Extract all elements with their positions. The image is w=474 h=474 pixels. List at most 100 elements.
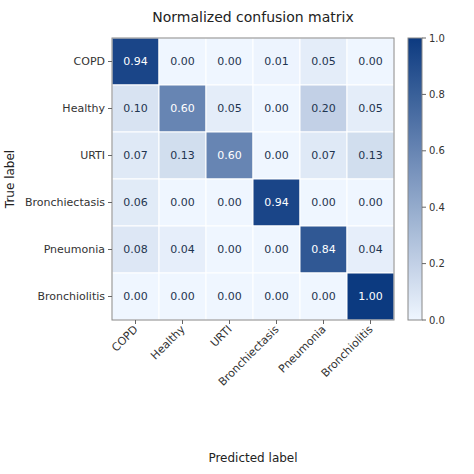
x-tick-label: URTI xyxy=(208,323,235,350)
cell-label: 0.00 xyxy=(123,290,148,303)
colorbar: 0.0 0.2 0.4 0.6 0.8 1.0 xyxy=(408,33,445,326)
cell xyxy=(112,132,159,179)
cell xyxy=(206,38,253,85)
cell-label: 0.94 xyxy=(123,55,148,68)
colorbar-tick-label: 1.0 xyxy=(429,33,445,44)
x-axis-label: Predicted label xyxy=(208,451,297,465)
cell xyxy=(112,85,159,132)
y-tick-label: Bronchiectasis xyxy=(25,196,105,209)
cell-label: 0.00 xyxy=(264,243,289,256)
cell-label: 0.00 xyxy=(170,196,195,209)
y-tick xyxy=(108,108,112,109)
colorbar-tick-label: 0.6 xyxy=(429,145,445,156)
cell xyxy=(206,273,253,320)
cell-label: 0.00 xyxy=(264,290,289,303)
x-tick xyxy=(135,320,136,324)
cell-label: 0.00 xyxy=(358,55,383,68)
colorbar-tick xyxy=(422,150,426,151)
y-tick-label: Pneumonia xyxy=(44,243,105,256)
cell xyxy=(159,132,206,179)
cell xyxy=(112,179,159,226)
x-axis: COPDHealthyURTIBronchiectasisPneumoniaBr… xyxy=(109,320,376,389)
cell xyxy=(206,226,253,273)
y-tick-label: URTI xyxy=(80,149,105,162)
cell xyxy=(253,273,300,320)
cell-label: 0.00 xyxy=(170,55,195,68)
cell xyxy=(253,85,300,132)
cell xyxy=(300,85,347,132)
cell xyxy=(112,226,159,273)
colorbar-tick-label: 0.2 xyxy=(429,258,445,269)
x-tick-label: COPD xyxy=(109,323,140,354)
colorbar-tick-label: 0.8 xyxy=(429,89,445,100)
cell xyxy=(253,132,300,179)
cell xyxy=(300,38,347,85)
y-tick-label: COPD xyxy=(74,55,105,68)
cell-label: 0.20 xyxy=(311,102,336,115)
x-tick-label: Healthy xyxy=(148,323,188,363)
cell xyxy=(159,85,206,132)
cell-label: 0.60 xyxy=(170,102,195,115)
y-axis-label: True label xyxy=(3,150,17,209)
cell-label: 0.05 xyxy=(311,55,336,68)
cell xyxy=(347,273,394,320)
plot-frame xyxy=(112,38,394,320)
colorbar-tick xyxy=(422,207,426,208)
cell-label: 1.00 xyxy=(358,290,383,303)
x-tick xyxy=(323,320,324,324)
cell-label: 0.07 xyxy=(123,149,148,162)
title: Normalized confusion matrix xyxy=(152,9,354,25)
cell xyxy=(112,38,159,85)
colorbar-tick xyxy=(422,94,426,95)
cell xyxy=(206,85,253,132)
colorbar-scale xyxy=(408,38,422,320)
cell xyxy=(159,226,206,273)
colorbar-tick-label: 0.4 xyxy=(429,202,445,213)
cell xyxy=(159,38,206,85)
cell-label: 0.00 xyxy=(217,55,242,68)
cell xyxy=(206,179,253,226)
x-tick xyxy=(276,320,277,324)
cell-label: 0.07 xyxy=(311,149,336,162)
cell xyxy=(347,132,394,179)
cell-label: 0.84 xyxy=(311,243,336,256)
cell-label: 0.06 xyxy=(123,196,148,209)
cell-label: 0.00 xyxy=(170,290,195,303)
cells xyxy=(112,38,394,320)
cell xyxy=(159,179,206,226)
colorbar-tick-label: 0.0 xyxy=(429,315,445,326)
cell-label: 0.10 xyxy=(123,102,148,115)
cell xyxy=(253,179,300,226)
colorbar-tick xyxy=(422,263,426,264)
y-tick xyxy=(108,202,112,203)
cell-label: 0.00 xyxy=(217,196,242,209)
cell-label: 0.00 xyxy=(358,196,383,209)
cell-label: 0.00 xyxy=(217,243,242,256)
x-tick xyxy=(182,320,183,324)
cell xyxy=(300,273,347,320)
cell-label: 0.01 xyxy=(264,55,289,68)
x-tick xyxy=(229,320,230,324)
cell-label: 0.00 xyxy=(217,290,242,303)
cell-label: 0.00 xyxy=(311,290,336,303)
cell xyxy=(347,226,394,273)
cell-label: 0.05 xyxy=(358,102,383,115)
y-tick-label: Healthy xyxy=(62,102,105,115)
cell xyxy=(347,179,394,226)
cell-labels: 0.94 0.00 0.00 0.01 0.05 0.00 0.10 0.60 0.05 0.00… xyxy=(123,55,383,303)
cell-label: 0.60 xyxy=(217,149,242,162)
colorbar-tick xyxy=(422,320,426,321)
cell-label: 0.13 xyxy=(358,149,383,162)
y-tick-label: Bronchiolitis xyxy=(37,290,105,303)
cell xyxy=(112,273,159,320)
cell xyxy=(347,38,394,85)
cell xyxy=(300,132,347,179)
cell-label: 0.04 xyxy=(170,243,195,256)
cell xyxy=(253,38,300,85)
cell-label: 0.00 xyxy=(264,102,289,115)
cell xyxy=(253,226,300,273)
x-tick-label: Bronchiectasis xyxy=(216,323,282,389)
cell-label: 0.00 xyxy=(311,196,336,209)
y-tick xyxy=(108,155,112,156)
cell-label: 0.00 xyxy=(264,149,289,162)
